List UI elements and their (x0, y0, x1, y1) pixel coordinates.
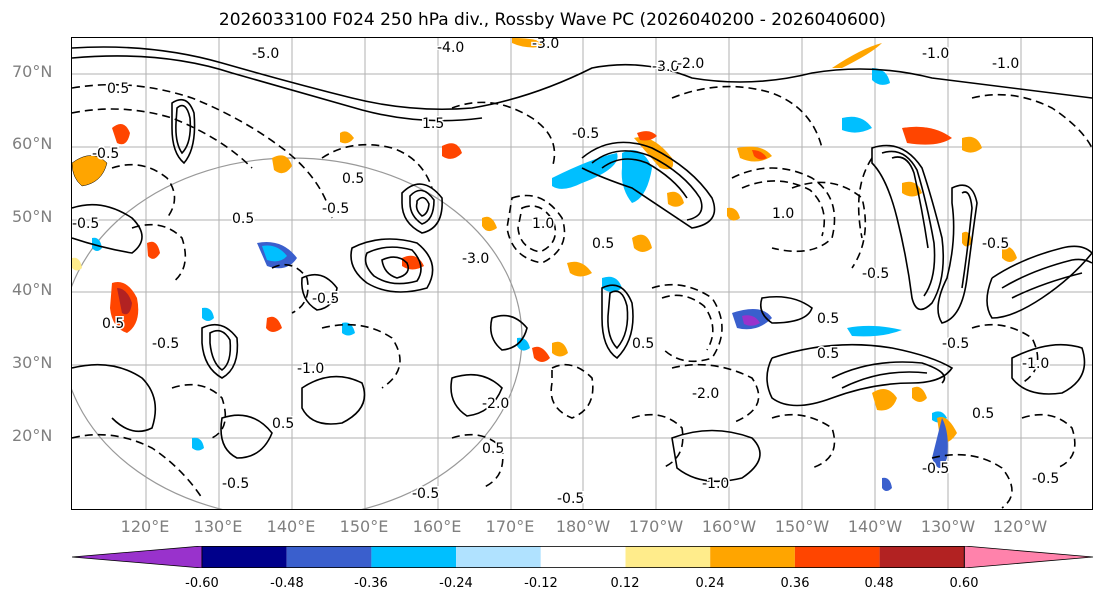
lon-label-140e: 140°E (266, 517, 316, 536)
contour-label: -4.0 (437, 40, 464, 56)
contour-label: 0.5 (342, 171, 364, 187)
contour-label: -0.5 (92, 146, 119, 162)
lat-label-30n: 30°N (12, 353, 53, 372)
contour-label: -2.0 (482, 396, 509, 412)
colorbar-tick: 0.24 (695, 576, 725, 591)
colorbar-tick: 0.36 (780, 576, 810, 591)
contour-label: -1.0 (992, 56, 1019, 72)
lat-label-60n: 60°N (12, 134, 53, 153)
lon-label-160w: 160°W (701, 517, 757, 536)
lon-label-150e: 150°E (339, 517, 389, 536)
colorbar-tick: 0.60 (949, 576, 979, 591)
colorbar-bin (540, 546, 626, 568)
contour-label: 1.0 (772, 206, 794, 222)
contour-label: -1.0 (702, 476, 729, 492)
colorbar-bin (710, 546, 795, 568)
contour-label: -0.5 (1032, 471, 1059, 487)
colorbar-tick: 0.48 (864, 576, 894, 591)
contour-label: -3.0 (462, 251, 489, 267)
contour-labels: -5.0 -4.0 -3.0 -3.0 -2.0 -1.0 0.5 -0.5 1… (72, 38, 1061, 509)
contour-label: 1.5 (422, 116, 444, 132)
divergence-shading (72, 38, 1017, 491)
contour-label: -0.5 (982, 236, 1009, 252)
contour-label: -0.5 (222, 476, 249, 492)
contour-label: -1.0 (297, 361, 324, 377)
contour-label: -1.0 (922, 46, 949, 62)
contour-label: -0.5 (152, 336, 179, 352)
reference-circle (72, 157, 523, 509)
contour-label: -0.5 (312, 291, 339, 307)
contour-label: -0.5 (942, 336, 969, 352)
colorbar-tick: -0.36 (354, 576, 388, 591)
colorbar-extend-max (963, 546, 1094, 568)
lon-label-120w: 120°W (992, 517, 1048, 536)
contour-label: -1.0 (1022, 356, 1049, 372)
contour-label: 0.5 (817, 311, 839, 327)
contour-label: 0.5 (107, 81, 129, 97)
map-panel: -5.0 -4.0 -3.0 -3.0 -2.0 -1.0 0.5 -0.5 1… (71, 37, 1093, 510)
contour-label: -0.5 (862, 266, 889, 282)
contour-label: -0.5 (322, 201, 349, 217)
lat-label-20n: 20°N (12, 426, 53, 445)
colorbar-bin (794, 546, 880, 568)
lon-label-150w: 150°W (774, 517, 830, 536)
lon-label-120e: 120°E (120, 517, 170, 536)
colorbar-bin (371, 546, 457, 568)
contour-label: -2.0 (677, 56, 704, 72)
colorbar-extend-min (72, 546, 203, 568)
contour-label: 0.5 (817, 346, 839, 362)
colorbar-tick: -0.12 (524, 576, 558, 591)
contour-label: -0.5 (412, 486, 439, 502)
colorbar-bin (286, 546, 372, 568)
contour-label: 0.5 (972, 406, 994, 422)
map-canvas: -5.0 -4.0 -3.0 -3.0 -2.0 -1.0 0.5 -0.5 1… (72, 38, 1092, 509)
contours-dashed (72, 83, 1092, 509)
colorbar-tick: 0.12 (610, 576, 640, 591)
contour-label: -0.5 (557, 491, 584, 507)
lon-label-130e: 130°E (193, 517, 243, 536)
colorbar-bin (202, 546, 287, 568)
colorbar-tick: -0.60 (185, 576, 219, 591)
lon-label-160e: 160°E (412, 517, 462, 536)
contour-label: 0.5 (632, 336, 654, 352)
lon-label-170w: 170°W (628, 517, 684, 536)
map-title: 2026033100 F024 250 hPa div., Rossby Wav… (218, 10, 887, 30)
contours-solid (72, 46, 1092, 483)
lon-label-140w: 140°W (847, 517, 903, 536)
contour-label: 0.5 (592, 236, 614, 252)
contour-label: 1.0 (532, 216, 554, 232)
contour-label: -5.0 (252, 46, 279, 62)
colorbar-bin (879, 546, 965, 568)
contour-label: 0.5 (272, 416, 294, 432)
contour-label: -0.5 (72, 216, 99, 232)
contour-label: 0.5 (102, 316, 124, 332)
contour-label: 0.5 (232, 211, 254, 227)
colorbar-bin (625, 546, 711, 568)
lat-label-40n: 40°N (12, 280, 53, 299)
contour-label: -2.0 (692, 386, 719, 402)
colorbar-bin (456, 546, 541, 568)
colorbar (72, 546, 1094, 568)
lon-label-170e: 170°E (485, 517, 535, 536)
contour-label: -0.5 (922, 461, 949, 477)
contour-label: -3.0 (652, 59, 679, 75)
colorbar-tick: -0.48 (270, 576, 304, 591)
lat-label-50n: 50°N (12, 207, 53, 226)
lon-label-130w: 130°W (920, 517, 976, 536)
colorbar-tick: -0.24 (439, 576, 473, 591)
contour-label: -3.0 (532, 38, 559, 52)
lat-label-70n: 70°N (12, 62, 53, 81)
contour-label: 0.5 (482, 441, 504, 457)
lon-label-180w: 180°W (555, 517, 611, 536)
contour-label: -0.5 (572, 126, 599, 142)
